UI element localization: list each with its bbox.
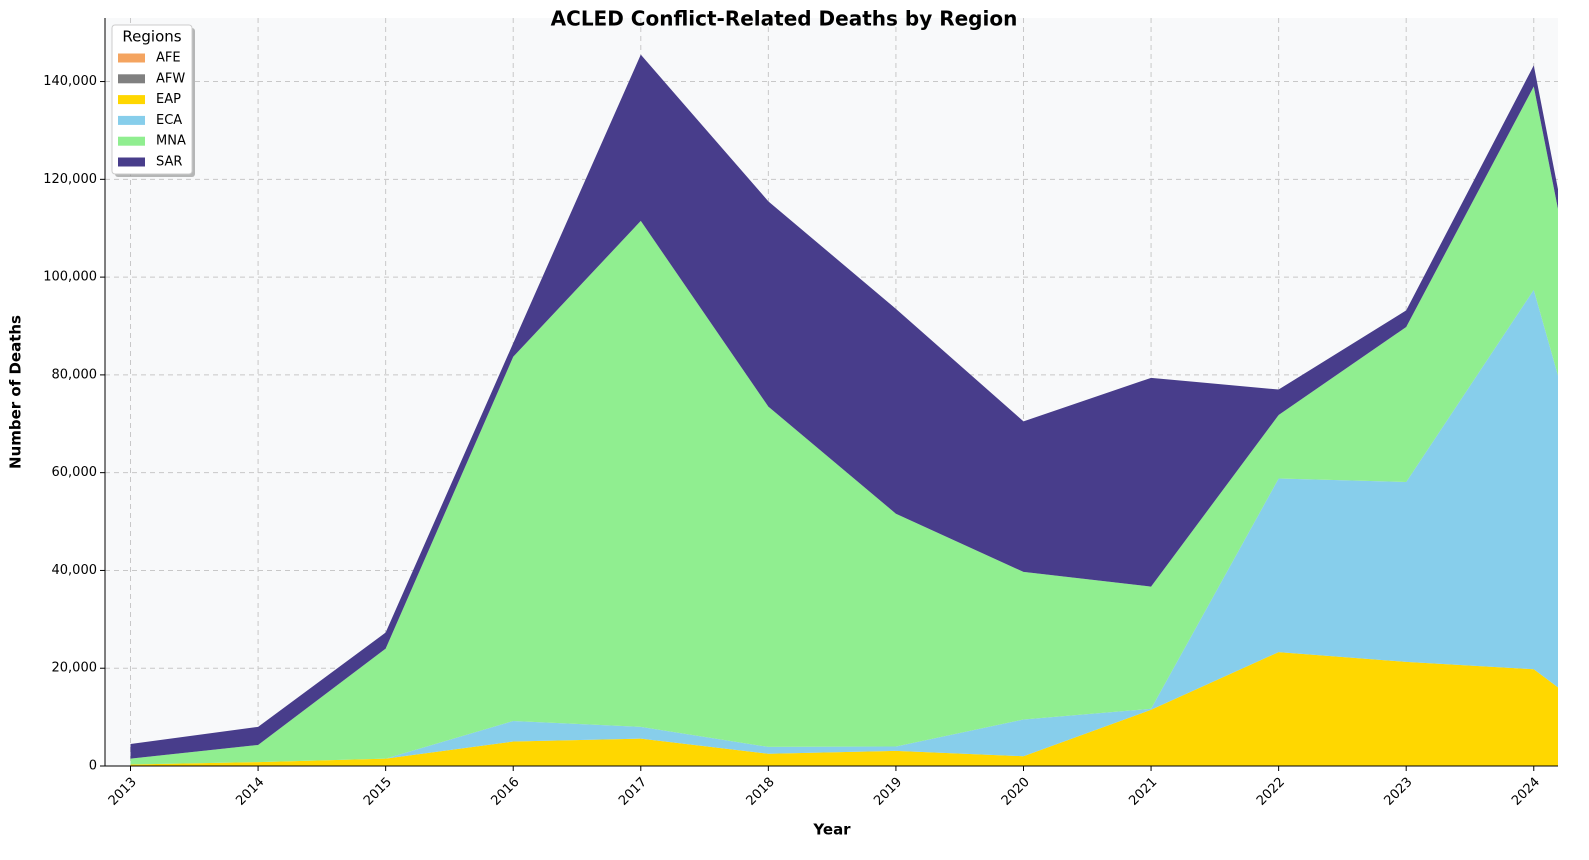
legend-swatch — [118, 53, 145, 63]
x-tick-label: 2017 — [616, 775, 650, 809]
legend-swatch — [118, 136, 145, 146]
y-tick-label: 20,000 — [52, 661, 98, 676]
x-tick-label: 2021 — [1126, 775, 1160, 809]
y-tick-label: 0 — [89, 759, 97, 774]
x-tick-label: 2023 — [1381, 775, 1415, 809]
y-axis-label: Number of Deaths — [7, 315, 25, 469]
y-tick-label: 40,000 — [52, 563, 98, 578]
y-tick-label: 140,000 — [43, 74, 97, 89]
legend-label: AFE — [156, 51, 181, 66]
y-tick-label: 120,000 — [43, 172, 97, 187]
y-tick-label: 80,000 — [52, 367, 98, 382]
x-tick-label: 2015 — [361, 775, 395, 809]
y-tick-label: 100,000 — [43, 270, 97, 285]
areas — [130, 54, 1558, 766]
legend-swatch — [118, 74, 145, 84]
area — [130, 289, 1558, 765]
y-tick-label: 60,000 — [52, 465, 98, 480]
area — [130, 54, 1558, 759]
x-tick-label: 2018 — [744, 775, 778, 809]
legend-label: AFW — [156, 71, 185, 86]
legend-label: SAR — [156, 155, 182, 170]
x-tick-label: 2019 — [871, 775, 905, 809]
area — [130, 86, 1558, 765]
legend-swatch — [118, 157, 145, 167]
x-tick-label: 2020 — [999, 775, 1033, 809]
legend-label: EAP — [156, 92, 181, 107]
legend-label: MNA — [156, 134, 186, 149]
x-tick-label: 2016 — [489, 775, 523, 809]
legend: Regions AFE AFW EAP ECA MNA SAR — [111, 24, 195, 177]
legend-swatch — [118, 115, 145, 125]
x-tick-label: 2024 — [1509, 775, 1543, 809]
legend-title: Regions — [122, 28, 181, 46]
x-tick-label: 2014 — [233, 775, 267, 809]
legend-swatch — [118, 95, 145, 105]
x-tick-label: 2022 — [1254, 775, 1288, 809]
x-axis-label: Year — [812, 821, 851, 839]
chart-title: ACLED Conflict-Related Deaths by Region — [551, 7, 1018, 31]
area — [130, 652, 1558, 766]
legend-label: ECA — [156, 113, 182, 128]
x-tick-label: 2013 — [106, 775, 140, 809]
